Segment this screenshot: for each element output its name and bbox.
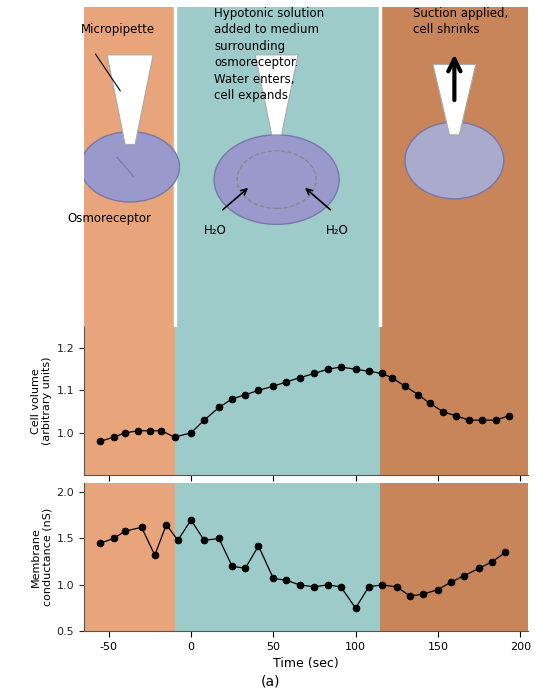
Bar	[380, 483, 528, 631]
Bar	[84, 483, 175, 631]
Text: H₂O: H₂O	[326, 224, 349, 237]
Text: Osmoreceptor: Osmoreceptor	[68, 212, 152, 225]
Ellipse shape	[214, 135, 339, 224]
Y-axis label: Cell volume
(arbitrary units): Cell volume (arbitrary units)	[31, 357, 53, 445]
X-axis label: Time (sec): Time (sec)	[273, 658, 339, 670]
Text: Hypotonic solution
added to medium
surrounding
osmoreceptor.
Water enters,
cell : Hypotonic solution added to medium surro…	[214, 7, 324, 102]
Text: (a): (a)	[261, 675, 281, 689]
Bar	[380, 7, 528, 327]
Polygon shape	[107, 55, 153, 144]
Polygon shape	[433, 64, 476, 135]
Text: Micropipette: Micropipette	[81, 23, 155, 36]
Bar	[175, 483, 380, 631]
Text: Suction applied,
cell shrinks: Suction applied, cell shrinks	[413, 7, 508, 37]
Bar	[175, 327, 380, 475]
Bar	[380, 327, 528, 475]
Text: H₂O: H₂O	[204, 224, 227, 237]
Bar	[84, 327, 175, 475]
Bar	[175, 7, 380, 327]
Ellipse shape	[81, 132, 179, 202]
Bar	[84, 7, 175, 327]
Y-axis label: Membrane
conductance (nS): Membrane conductance (nS)	[31, 508, 53, 607]
Polygon shape	[255, 55, 298, 135]
Ellipse shape	[405, 122, 504, 199]
